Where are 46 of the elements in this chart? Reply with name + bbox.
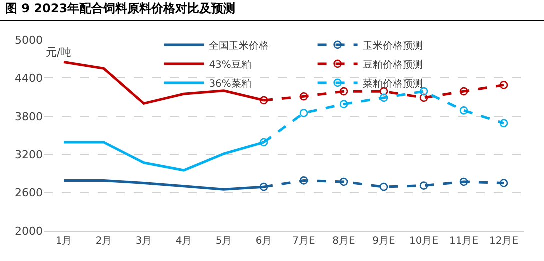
x-tick-label: 7月E [292,236,316,247]
x-tick-label: 4月 [176,236,192,247]
point [500,81,508,90]
x-tick-label: 6月 [256,236,272,247]
point [460,106,468,115]
point [340,100,348,108]
y-tick-label: 5000 [15,34,43,47]
point [300,109,308,118]
point [300,92,308,101]
y-tick-label: 2600 [15,186,43,200]
y-tick-label: 3800 [15,110,43,124]
x-tick-label: 12月E [489,236,519,247]
point [260,96,268,105]
legend-label: 豆粕价格预测 [362,58,423,71]
x-tick-label: 5月 [216,236,232,247]
point [260,138,268,147]
point [500,119,508,128]
x-tick-label: 9月E [372,236,396,247]
point [460,178,468,186]
chart-title: 图 9 2023年配合饲料原料价格对比及预测 [5,1,236,16]
x-tick-label: 11月E [449,236,479,247]
point [260,182,268,192]
point [500,179,508,188]
legend-label: 全国玉米价格 [209,40,270,52]
x-tick-label: 2月 [96,236,112,247]
y-tick-label: 3200 [15,148,43,162]
point [420,87,428,96]
point [380,182,388,192]
point [420,94,428,102]
y-tick-label: 4400 [15,72,43,86]
point [340,178,348,186]
point [380,94,388,102]
point [340,87,348,96]
y-axis-title: 元/吨 [46,46,72,59]
legend-label: 43%豆粕 [209,60,252,71]
x-tick-label: 10月E [409,236,439,247]
point [420,182,428,190]
legend-label: 菜粕价格预测 [362,78,423,90]
legend-label: 玉米价格预测 [362,40,423,52]
legend-label: 36%菜粕 [209,78,252,90]
y-tick-label: 2000 [15,224,43,238]
x-tick-label: 3月 [136,236,152,247]
point [460,87,468,96]
x-tick-label: 1月 [56,236,72,247]
x-tick-label: 8月E [332,236,356,247]
point [300,176,308,185]
